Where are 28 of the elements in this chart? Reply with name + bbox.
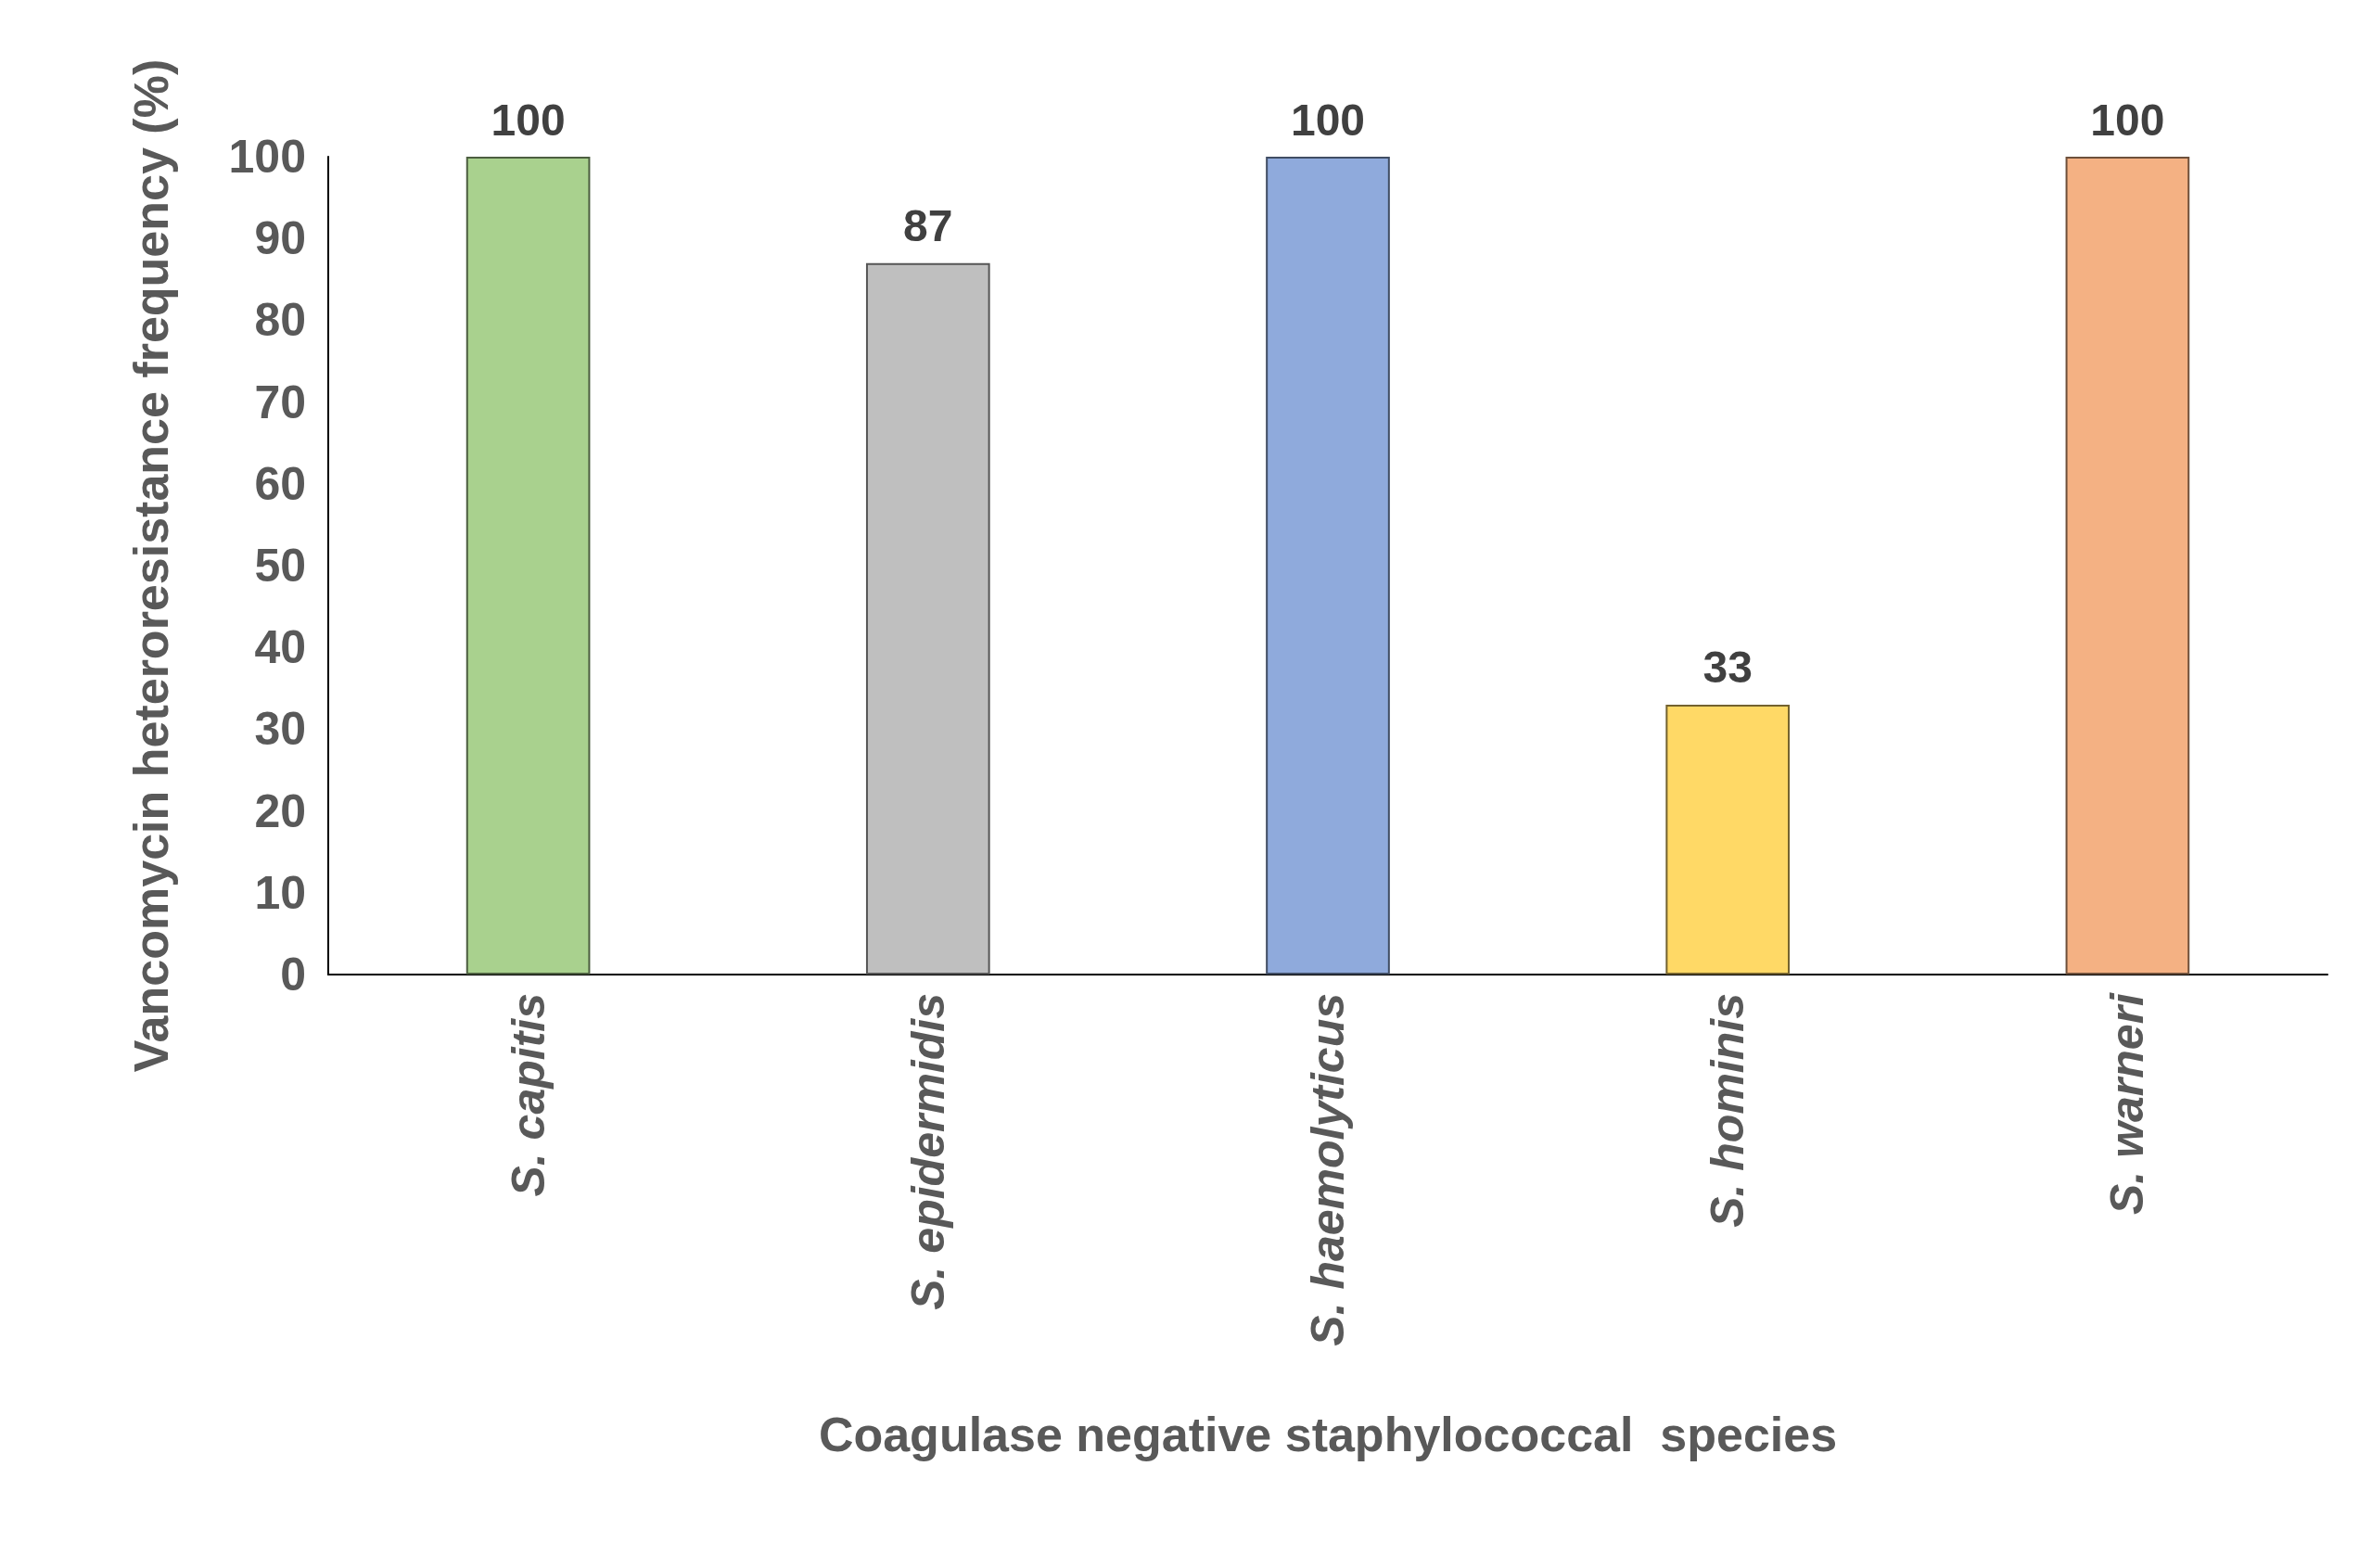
data-label: 100 xyxy=(2090,95,2165,145)
y-tick-label: 50 xyxy=(254,540,306,592)
data-label: 100 xyxy=(1290,95,1366,145)
y-tick-label: 70 xyxy=(254,376,306,428)
x-tick-label: S. warneri xyxy=(2101,991,2154,1215)
y-axis-title: Vancomycin heteroresistance frequency (%) xyxy=(124,58,178,1073)
y-tick-label: 40 xyxy=(254,621,306,674)
y-tick-label: 0 xyxy=(280,949,306,1001)
bar xyxy=(1266,157,1390,975)
x-tick-label: S. epidermidis xyxy=(901,993,954,1310)
y-tick-label: 20 xyxy=(254,784,306,837)
x-tick-label: S. haemolyticus xyxy=(1302,993,1354,1346)
y-tick-label: 10 xyxy=(254,866,306,919)
bar xyxy=(465,157,591,975)
data-label: 100 xyxy=(491,95,566,145)
data-label: 33 xyxy=(1702,643,1753,693)
bar xyxy=(1665,704,1791,975)
data-label: 87 xyxy=(903,201,953,251)
y-tick-label: 100 xyxy=(228,131,306,183)
x-axis-title: Coagulase negative staphylococcal species xyxy=(818,1408,1838,1461)
y-tick-label: 60 xyxy=(254,457,306,510)
y-tick-label: 30 xyxy=(254,703,306,756)
x-tick-label: S. capitis xyxy=(502,993,555,1197)
y-tick-label: 80 xyxy=(254,294,306,347)
bar xyxy=(2065,157,2190,975)
bar xyxy=(865,262,990,975)
x-tick-label: S. hominis xyxy=(1702,993,1754,1228)
y-tick-label: 90 xyxy=(254,212,306,265)
